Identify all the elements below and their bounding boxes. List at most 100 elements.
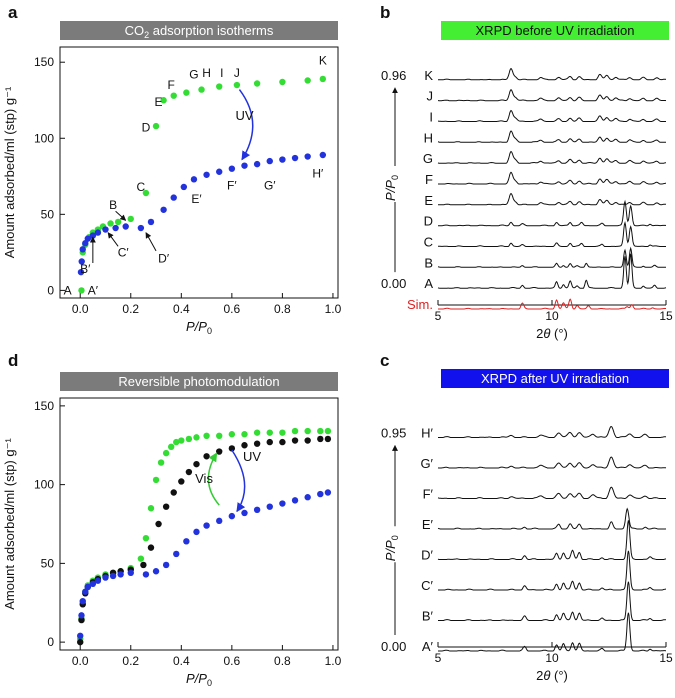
data-point-after-Vis [266, 438, 273, 446]
data-point-after-Vis [291, 437, 299, 444]
data-point-after-UV [253, 506, 261, 514]
x-axis-label-b: 2θ (°) [536, 326, 568, 341]
chart-title-d: Reversible photomodulation [118, 374, 279, 389]
data-point-after-Vis [193, 460, 200, 468]
point-label: D [142, 121, 151, 135]
data-point-before-UV [173, 438, 180, 446]
data-point-after-UV [78, 258, 85, 265]
data-point-after-UV [84, 583, 92, 591]
trace-label: A [424, 276, 433, 291]
trace-label: H [424, 130, 433, 145]
y-tick-label: 50 [41, 556, 55, 570]
point-label: B [109, 198, 117, 212]
data-point-after-UV [324, 489, 332, 496]
pressure-label-c: P/P0 [383, 535, 400, 561]
data-point-before-UV [162, 449, 170, 457]
data-point-after-UV [94, 577, 102, 584]
data-point-after-Vis [178, 478, 185, 485]
vis-arrow [207, 452, 220, 506]
data-point-before-UV [157, 459, 165, 466]
data-point-after-UV [102, 226, 109, 233]
data-point-after-Vis [155, 520, 162, 528]
point-label: K [319, 54, 327, 68]
point-label: C [137, 180, 146, 194]
point-label: E [155, 95, 163, 109]
trace-label: D [424, 214, 433, 229]
x-tick-label: 0.0 [72, 654, 89, 668]
data-point-before-UV [279, 429, 286, 436]
data-point-after-Vis [279, 438, 286, 446]
vis-annotation: Vis [195, 471, 213, 486]
panel-letter-b: b [380, 3, 390, 22]
data-point-after-UV [304, 494, 311, 501]
data-point-after-UV [173, 550, 180, 558]
trace-G [437, 150, 667, 164]
data-point-before-UV [319, 75, 327, 83]
data-point-before-UV [198, 86, 205, 93]
data-point-after-UV [82, 588, 89, 595]
x-tick-label: 5 [435, 309, 442, 323]
data-point-after-UV [79, 246, 86, 253]
title-bar-d [60, 372, 338, 391]
data-point-after-UV [291, 154, 299, 162]
x-tick-label: 10 [545, 309, 559, 323]
data-point-after-UV [279, 500, 286, 507]
data-point-before-UV [233, 81, 241, 89]
data-point-after-UV [228, 165, 236, 172]
data-point-before-UV [160, 97, 167, 104]
data-point-before-UV [137, 555, 145, 562]
title-bar-a [60, 21, 338, 40]
x-tick-label: 0.8 [274, 654, 291, 668]
y-tick-label: 100 [34, 131, 54, 145]
plot-frame-a [59, 46, 339, 299]
x-tick-label: 10 [545, 651, 559, 665]
chart-b: XRPD before UV irradiation 5 10 15 2θ (°) KJI… [377, 21, 673, 341]
y-tick-label: 0 [47, 283, 54, 297]
data-point-after-UV [127, 569, 134, 577]
range-label-bottom: 0.00 [381, 639, 406, 654]
trace-label: D′ [421, 548, 433, 563]
data-point-after-Vis [140, 561, 147, 569]
data-point-before-UV [193, 434, 200, 441]
pressure-label-bg [377, 526, 413, 563]
data-point-before-UV [142, 534, 150, 542]
trace-I [438, 109, 666, 122]
data-point-before-UV [152, 122, 160, 130]
data-point-before-UV [142, 189, 150, 197]
data-point-after-UV [203, 171, 210, 178]
data-point-before-UV [127, 215, 134, 223]
chart-a: CO2 adsorption isotherms 0.0 0.2 0.4 0.6 0.8 1… [2, 21, 342, 336]
data-point-after-Vis [203, 453, 210, 460]
data-point-before-UV [107, 220, 114, 227]
point-label: A [64, 283, 72, 297]
y-tick-label: 50 [41, 207, 55, 221]
trace-label: J [427, 89, 434, 104]
data-point-after-Vis [77, 638, 84, 646]
data-point-after-UV [228, 512, 236, 520]
trace-label: H′ [421, 426, 433, 441]
data-point-after-UV [94, 229, 102, 236]
trace-label: C′ [421, 578, 433, 593]
point-label: J [234, 66, 240, 80]
data-point-after-UV [89, 580, 97, 588]
data-point-after-Vis [241, 442, 248, 449]
uv-annotation: UV [235, 108, 253, 123]
panel-letter-d: d [8, 351, 18, 370]
data-point-after-UV [102, 574, 109, 581]
data-point-before-UV [170, 92, 177, 99]
data-point-after-Vis [170, 489, 177, 496]
trace-label: F′ [423, 487, 434, 502]
point-label: C′ [118, 245, 130, 259]
data-point-after-Vis [185, 468, 193, 476]
point-label: B′ [80, 262, 91, 276]
x-tick-label: 5 [435, 651, 442, 665]
data-point-after-UV [291, 497, 299, 504]
data-point-after-UV [193, 528, 200, 536]
data-point-before-UV [317, 427, 324, 435]
trace-D [438, 199, 667, 227]
data-point-before-UV [183, 89, 190, 96]
chart-c: XRPD after UV irradiation 5 10 15 2θ (°) H′ G′… [377, 369, 673, 683]
panel-letter-a: a [8, 3, 18, 22]
chart-d: Reversible photomodulation 0.0 0.2 0.4 0.6 0.… [2, 372, 342, 688]
trace-label: G′ [420, 456, 433, 471]
